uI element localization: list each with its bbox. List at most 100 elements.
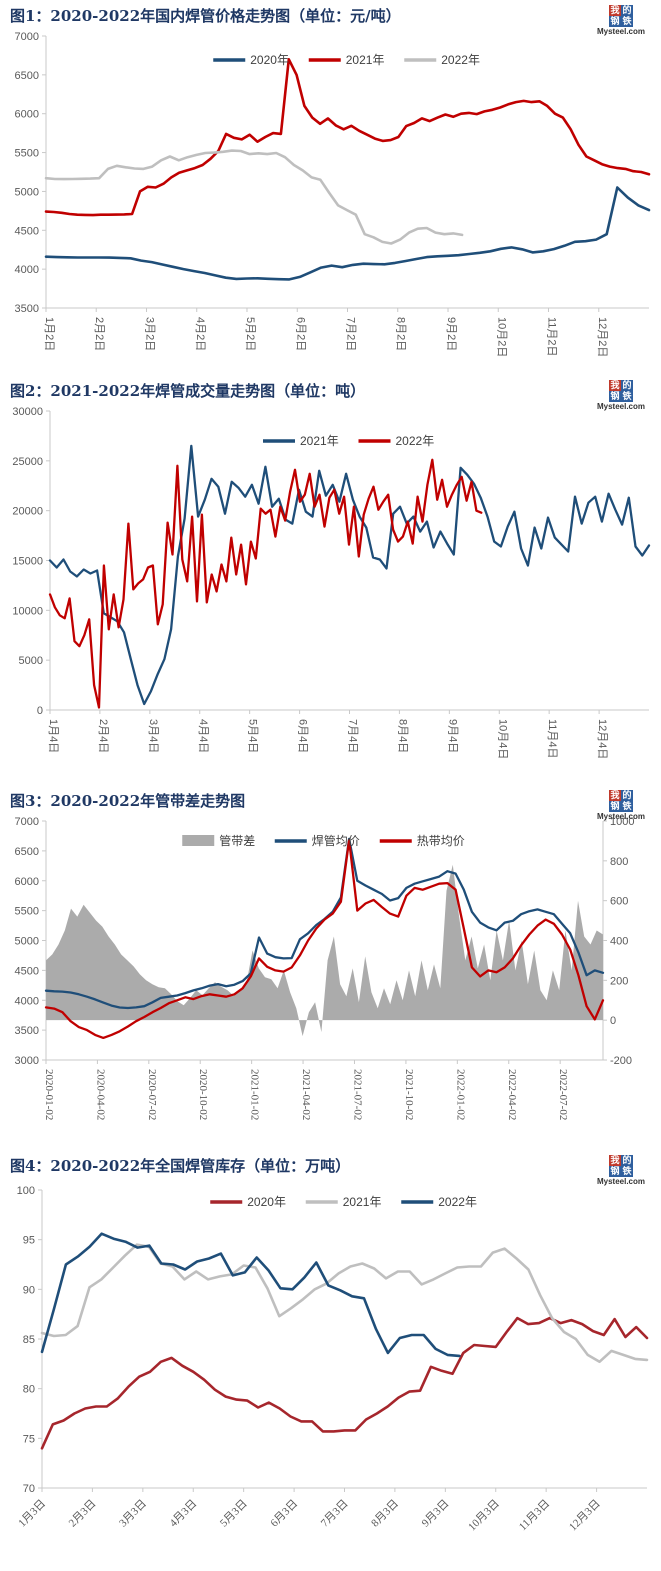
y-axis-tick-label: 5000 [15, 936, 39, 948]
y-axis-tick-label: 100 [17, 1185, 35, 1197]
y-axis-tick-label: 70 [23, 1483, 35, 1495]
spread-trend-chart: 7000650060005500500045004000350030001000… [15, 816, 635, 1120]
line-series-2021年 [48, 444, 651, 706]
y-axis-tick-label: 95 [23, 1235, 35, 1247]
volume-trend-chart: 30000 25000 20000 15000 10000 5000 0 1月4日 2月4日 3月… [12, 406, 651, 759]
x-axis-tick-label: 1月4日 [47, 719, 59, 753]
mysteel-logo: 我的钢铁 Mysteel.com [597, 380, 645, 411]
y-axis-tick-label: 25000 [12, 456, 43, 468]
mysteel-logo-icon: 我的钢铁 [608, 790, 633, 812]
x-axis-tick-label: 2020-10-02 [197, 1069, 209, 1120]
y-axis-tick-label: 85 [23, 1334, 35, 1346]
legend-label: 管带差 [219, 833, 255, 848]
x-axis-tick-label: 8月2日 [395, 317, 407, 351]
logo-char: 铁 [620, 16, 633, 27]
x-axis-tick-label: 2月3日 [67, 1498, 99, 1530]
chart4-title-row: 图4：2020-2022年全国焊管库存（单位：万吨） 我的钢铁 Mysteel.… [0, 1150, 661, 1186]
legend-swatch [182, 835, 215, 846]
x-axis-tick-label: 1月2日 [43, 317, 55, 351]
logo-char: 的 [620, 380, 633, 391]
x-axis-tick-label: 2020-07-02 [146, 1069, 158, 1120]
y-axis-tick-label: 4000 [15, 995, 39, 1007]
y-axis-tick-label: 6000 [15, 876, 39, 888]
line-series-2020年 [40, 1316, 649, 1450]
y-axis-tick-label: 4500 [15, 225, 39, 237]
legend-label: 焊管均价 [312, 833, 360, 848]
y-axis-tick-label: 3000 [15, 1055, 39, 1067]
line-series-2021年 [44, 58, 651, 217]
x-axis-tick-label: 2021-07-02 [351, 1069, 363, 1120]
legend-label: 2021年 [343, 1195, 382, 1209]
y-axis-tick-label: 5000 [19, 655, 43, 667]
chart3-title-row: 图3：2020-2022年管带差走势图 我的钢铁 Mysteel.com [0, 785, 661, 821]
y-axis-tick-label: 5500 [15, 148, 39, 160]
area-series-管带差 [46, 864, 603, 1037]
legend-label: 热带均价 [417, 834, 465, 848]
y-axis-tick-label: 10000 [12, 605, 43, 617]
line-series-2020年 [44, 186, 651, 281]
chart3-title: 图3：2020-2022年管带差走势图 [10, 792, 246, 810]
x-axis-tick-label: 2022-01-02 [454, 1069, 466, 1120]
y-axis-right-tick-label: 1000 [610, 816, 634, 828]
x-axis-tick-label: 4月3日 [168, 1498, 200, 1530]
y-axis-tick-label: 20000 [12, 506, 43, 518]
y-axis-tick-label: 4500 [15, 965, 39, 977]
x-axis-tick-label: 7月4日 [347, 719, 359, 753]
logo-char: 钢 [608, 801, 621, 812]
logo-char: 铁 [620, 1166, 633, 1177]
chart2-title: 图2：2021-2022年焊管成交量走势图（单位：吨） [10, 382, 366, 400]
x-axis-tick-label: 5月3日 [218, 1498, 250, 1530]
x-axis-tick-label: 2月2日 [93, 317, 105, 351]
x-axis-tick-label: 2022-07-02 [557, 1069, 569, 1120]
line-series-热带均价 [44, 838, 605, 1040]
x-axis-tick-label: 11月4日 [546, 719, 558, 759]
y-axis-right-tick-label: -200 [610, 1055, 632, 1067]
line-series-2021年 [40, 1243, 649, 1364]
chart-block-spread-trend: 图3：2020-2022年管带差走势图 我的钢铁 Mysteel.com 700… [0, 785, 661, 1150]
y-axis-tick-label: 3500 [15, 1025, 39, 1037]
logo-char: 我 [608, 380, 621, 391]
x-axis-tick-label: 3月2日 [144, 317, 156, 351]
x-axis-tick-label: 2020-04-02 [94, 1069, 106, 1120]
line-series-2022年 [40, 1232, 461, 1358]
x-axis-tick-label: 9月4日 [446, 719, 458, 753]
y-axis-tick-label: 7000 [15, 31, 39, 43]
x-axis-tick-label: 10月4日 [496, 719, 508, 759]
x-axis-tick-label: 11月3日 [517, 1498, 552, 1533]
chart-block-inventory-trend: 图4：2020-2022年全国焊管库存（单位：万吨） 我的钢铁 Mysteel.… [0, 1150, 661, 1570]
chart2-title-row: 图2：2021-2022年焊管成交量走势图（单位：吨） 我的钢铁 Mysteel… [0, 375, 661, 411]
logo-char: 铁 [620, 801, 633, 812]
y-axis-tick-label: 6500 [15, 70, 39, 82]
legend: 2020年 2021年 2022年 [210, 1195, 477, 1209]
x-axis-tick-label: 11月2日 [545, 317, 557, 357]
y-axis-right-tick-label: 400 [610, 936, 628, 948]
legend: 管带差 焊管均价 热带均价 [182, 833, 465, 848]
legend-label: 2020年 [247, 1195, 286, 1209]
x-axis-tick-label: 2021-04-02 [300, 1069, 312, 1120]
y-axis-tick-label: 90 [23, 1284, 35, 1296]
x-axis-tick-label: 8月3日 [369, 1498, 401, 1530]
logo-char: 钢 [608, 1166, 621, 1177]
x-axis-tick-label: 2021-01-02 [249, 1069, 261, 1120]
y-axis-tick-label: 3500 [15, 303, 39, 315]
y-axis-tick-label: 5500 [15, 906, 39, 918]
mysteel-domain: Mysteel.com [596, 812, 645, 821]
x-axis-tick-label: 12月2日 [596, 317, 608, 357]
logo-char: 我 [608, 790, 621, 801]
logo-char: 我 [608, 1155, 621, 1166]
y-axis-right-tick-label: 0 [610, 1015, 616, 1027]
axes: 7000650060005500500045004000350030001000… [15, 816, 635, 1120]
x-axis-tick-label: 12月4日 [596, 719, 608, 759]
logo-char: 钢 [608, 16, 621, 27]
legend-label: 2021年 [346, 53, 385, 67]
mysteel-logo: 我的钢铁 Mysteel.com [597, 790, 645, 821]
logo-char: 钢 [608, 391, 621, 402]
line-series-2022年 [44, 149, 464, 245]
x-axis-tick-label: 5月4日 [247, 719, 259, 753]
x-axis-tick-label: 2020-01-02 [43, 1069, 55, 1120]
mysteel-domain: Mysteel.com [596, 27, 645, 36]
x-axis-tick-label: 7月2日 [345, 317, 357, 351]
logo-char: 的 [620, 5, 633, 16]
chart1-title-row: 图1：2020-2022年国内焊管价格走势图（单位：元/吨） 我的钢铁 Myst… [0, 0, 661, 36]
chart-block-volume-trend: 图2：2021-2022年焊管成交量走势图（单位：吨） 我的钢铁 Mysteel… [0, 375, 661, 785]
